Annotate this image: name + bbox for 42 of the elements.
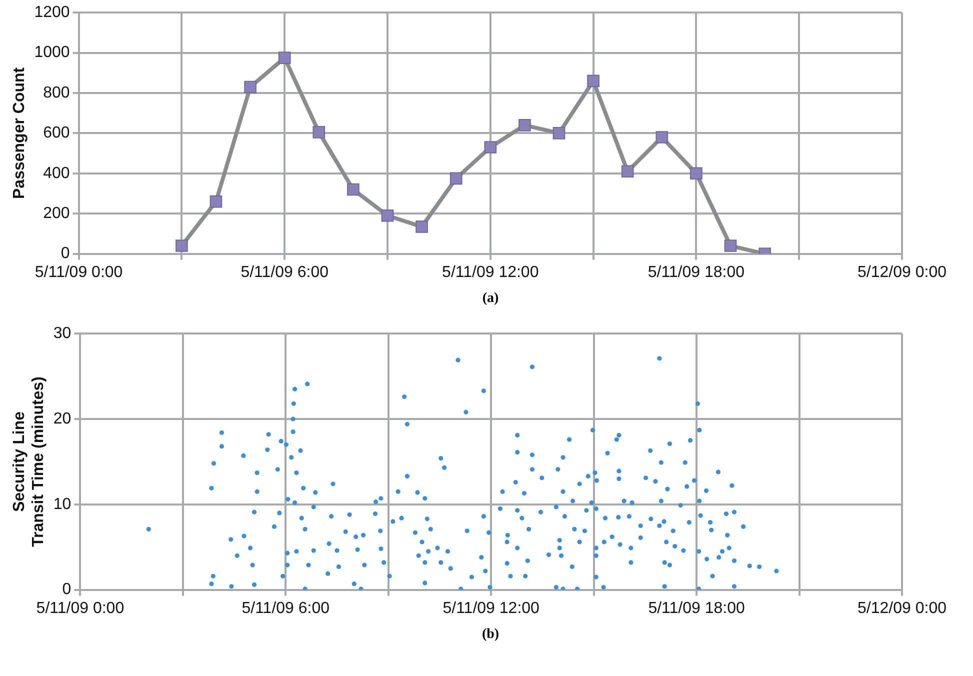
y-tick-label: 800 bbox=[43, 84, 70, 102]
point bbox=[416, 220, 428, 233]
point bbox=[656, 131, 668, 144]
y-tick-label: 20 bbox=[53, 410, 72, 428]
y-tick-label: 400 bbox=[43, 164, 70, 182]
point bbox=[450, 172, 462, 185]
point bbox=[724, 240, 737, 252]
point bbox=[484, 141, 497, 154]
x-tick-label: 5/11/09 0:00 bbox=[34, 264, 123, 281]
y-axis-title: Passenger Count bbox=[11, 66, 28, 199]
y-tick-label: 10 bbox=[53, 496, 72, 513]
point bbox=[347, 183, 360, 196]
y-tick-label: 30 bbox=[53, 325, 72, 342]
point bbox=[210, 195, 222, 208]
point bbox=[587, 74, 600, 88]
x-tick-label: 5/12/09 0:00 bbox=[858, 600, 947, 617]
y-tick-label: 0 bbox=[60, 245, 70, 262]
point bbox=[312, 126, 326, 138]
x-tick-label: 5/11/09 6:00 bbox=[240, 264, 329, 281]
y-tick-label: 1000 bbox=[34, 44, 70, 62]
y-tick-label: 200 bbox=[43, 205, 70, 222]
point bbox=[381, 209, 394, 222]
x-tick-label: 5/11/09 0:00 bbox=[36, 600, 124, 617]
point bbox=[176, 240, 188, 252]
x-tick-label: 5/11/09 18:00 bbox=[648, 600, 745, 617]
point bbox=[244, 80, 256, 94]
y-tick-label: 0 bbox=[62, 581, 72, 598]
x-tick-label: 5/11/09 12:00 bbox=[442, 264, 539, 281]
x-tick-label: 5/12/09 0:00 bbox=[858, 264, 947, 281]
point bbox=[552, 127, 566, 140]
text: (b) bbox=[480, 627, 500, 643]
point bbox=[278, 52, 291, 64]
y-tick-label: 600 bbox=[43, 124, 70, 142]
x-tick-label: 5/11/09 18:00 bbox=[648, 264, 745, 281]
x-tick-label: 5/11/09 6:00 bbox=[242, 600, 330, 617]
point bbox=[621, 165, 634, 178]
text: (a) bbox=[481, 291, 500, 307]
y-axis-title: Security Line Transit Time (minutes) bbox=[11, 376, 48, 547]
y-tick-label: 1200 bbox=[34, 4, 70, 22]
x-tick-label: 5/11/09 12:00 bbox=[442, 600, 540, 617]
point bbox=[518, 119, 531, 132]
point bbox=[690, 167, 702, 180]
